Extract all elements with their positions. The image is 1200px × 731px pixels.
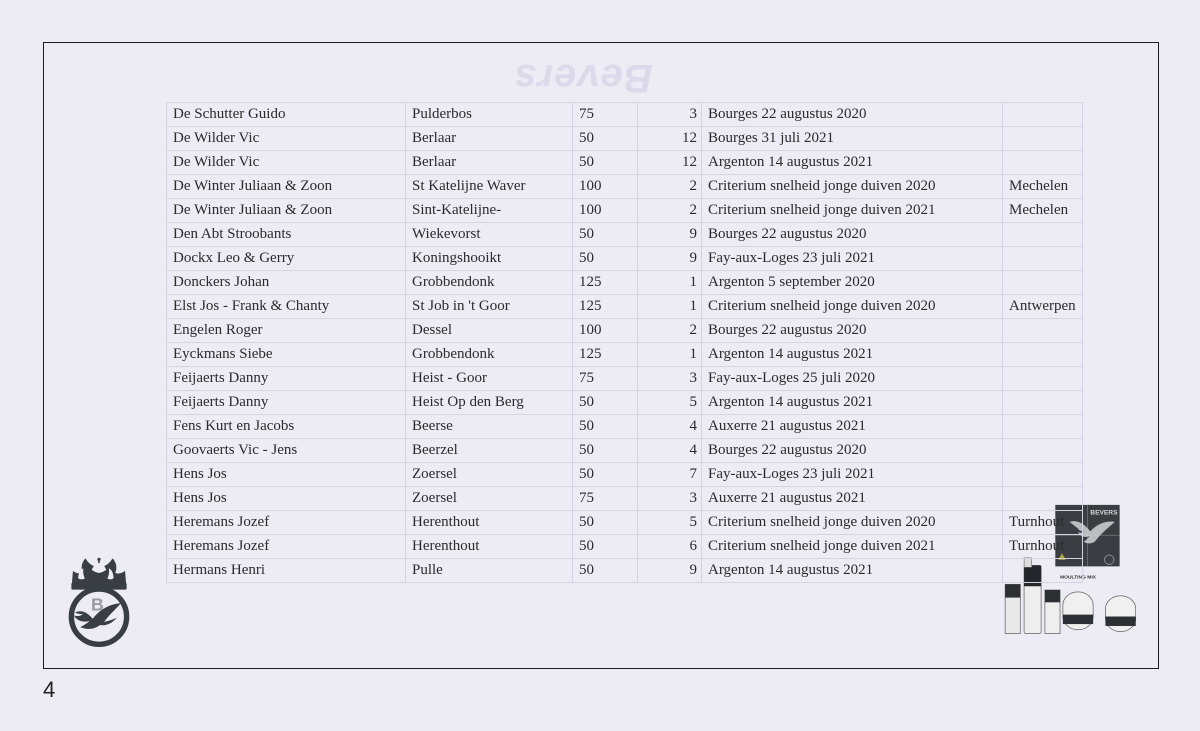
svg-text:BEVERS: BEVERS xyxy=(1090,509,1118,516)
